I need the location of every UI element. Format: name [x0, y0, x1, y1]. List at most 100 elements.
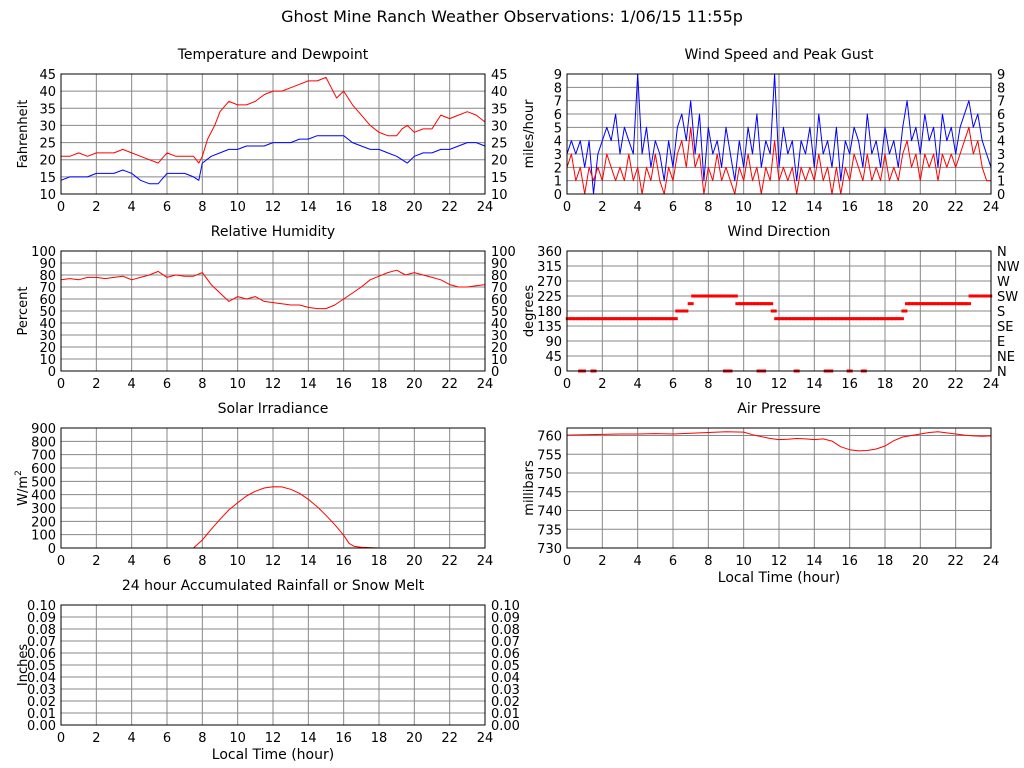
wdir-ytick-label: 225	[537, 290, 562, 305]
rh-ytick-label: 20	[39, 341, 56, 356]
temp-ytick-label: 30	[39, 119, 56, 134]
wdir-point	[866, 317, 873, 321]
solar-frame	[60, 427, 486, 549]
temp-xtick-label: 10	[229, 200, 246, 215]
wdir-point	[738, 302, 745, 306]
pressure-series-0	[566, 431, 992, 452]
temp-ytick-label-right: 20	[491, 154, 508, 169]
wdir-point	[708, 294, 715, 298]
wdir-point	[760, 302, 767, 306]
wind-ytick-label-right: 1	[997, 175, 1005, 190]
wdir-ytick-label-right: SW	[997, 290, 1018, 305]
wind-xtick-label: 10	[735, 200, 752, 215]
wdir-point	[615, 317, 622, 321]
temp-ytick-label: 35	[39, 102, 56, 117]
pressure-xtick-label: 22	[947, 554, 964, 569]
wdir-xtick-label: 8	[704, 377, 712, 392]
wdir-point	[618, 317, 625, 321]
rain-xtick-label: 2	[92, 731, 100, 746]
temp-xtick-label: 0	[57, 200, 65, 215]
wdir-point	[629, 317, 636, 321]
solar-xtick-label: 20	[406, 554, 423, 569]
pressure-xtick-label: 8	[704, 554, 712, 569]
wdir-point	[572, 317, 579, 321]
rain-ytick-label: 0.07	[27, 635, 56, 650]
rain-ytick-label: 0.01	[27, 707, 56, 722]
rh-ytick-label: 40	[39, 317, 56, 332]
wdir-point	[632, 317, 639, 321]
wdir-point	[715, 294, 722, 298]
wdir-point	[594, 317, 601, 321]
wdir-point	[639, 317, 646, 321]
wdir-point	[723, 294, 729, 298]
pressure-xtick-label: 0	[563, 554, 571, 569]
temp-series-1	[60, 135, 486, 185]
pressure-ytick-label: 730	[537, 542, 562, 557]
wdir-point	[784, 317, 791, 321]
wdir-point	[774, 317, 781, 321]
rh-ytick-label-right: 20	[491, 341, 508, 356]
wdir-point	[604, 317, 611, 321]
wdir-point	[968, 294, 975, 298]
rh-ylabel: Percent	[16, 287, 31, 336]
wdir-point	[569, 317, 576, 321]
wind-ytick-label-right: 4	[997, 135, 1005, 150]
wind-ylabel: miles/hour	[522, 99, 537, 168]
solar-xtick-label: 12	[265, 554, 282, 569]
wdir-point	[579, 317, 586, 321]
rain-ytick-label: 0.04	[27, 671, 56, 686]
rh-ytick-label-right: 0	[491, 365, 499, 380]
solar-xtick-label: 0	[57, 554, 65, 569]
wdir-point	[781, 317, 788, 321]
wind-frame	[566, 73, 992, 195]
rain-xtick-label: 6	[163, 731, 171, 746]
wdir-point	[844, 317, 851, 321]
wdir-point	[943, 302, 950, 306]
temp-xtick-label: 4	[128, 200, 136, 215]
temp-ytick-label-right: 10	[491, 188, 508, 203]
wdir-point	[770, 309, 777, 313]
wdir-xtick-label: 16	[841, 377, 858, 392]
rain-ytick-label: 0.03	[27, 683, 56, 698]
solar-xtick-label: 4	[128, 554, 136, 569]
wdir-point	[809, 317, 816, 321]
wdir-xtick-label: 22	[947, 377, 964, 392]
wdir-point	[880, 317, 887, 321]
temp-ytick-label: 10	[39, 188, 56, 203]
wdir-point	[691, 294, 698, 298]
rh-ytick-label-right: 30	[491, 329, 508, 344]
rh-ytick-label: 100	[31, 245, 56, 260]
wind-ytick-label: 3	[554, 148, 562, 163]
wind-xtick-label: 6	[669, 200, 677, 215]
solar-xtick-label: 2	[92, 554, 100, 569]
pressure-xtick-label: 20	[912, 554, 929, 569]
wind-ytick-label: 8	[554, 81, 562, 96]
rain-ytick-label-right: 0.03	[491, 683, 520, 698]
wdir-point	[749, 302, 756, 306]
wdir-xtick-label: 4	[634, 377, 642, 392]
wdir-point	[922, 302, 929, 306]
rain-ylabel: Inches	[16, 644, 31, 686]
rain-xtick-label: 14	[300, 731, 317, 746]
temp-ytick-label: 45	[39, 68, 56, 83]
wdir-point	[678, 309, 685, 313]
wind-ytick-label: 4	[554, 135, 562, 150]
solar-ytick-label: 400	[31, 489, 56, 504]
rain-ytick-label: 0.00	[27, 719, 56, 734]
temp-ytick-label-right: 25	[491, 137, 508, 152]
wdir-point	[929, 302, 936, 306]
solar-xtick-label: 22	[441, 554, 458, 569]
rh-xtick-label: 24	[477, 377, 494, 392]
rain-ytick-label: 0.10	[27, 599, 56, 614]
wdir-point	[954, 302, 961, 306]
wdir-point	[798, 317, 805, 321]
wdir-point	[671, 317, 678, 321]
wind-ytick-label-right: 2	[997, 161, 1005, 176]
pressure-frame	[566, 427, 992, 549]
wdir-point	[979, 294, 986, 298]
wdir-point	[827, 317, 834, 321]
wdir-point	[926, 302, 933, 306]
wdir-point	[897, 317, 904, 321]
rh-ytick-label: 30	[39, 329, 56, 344]
wind-xtick-label: 22	[947, 200, 964, 215]
